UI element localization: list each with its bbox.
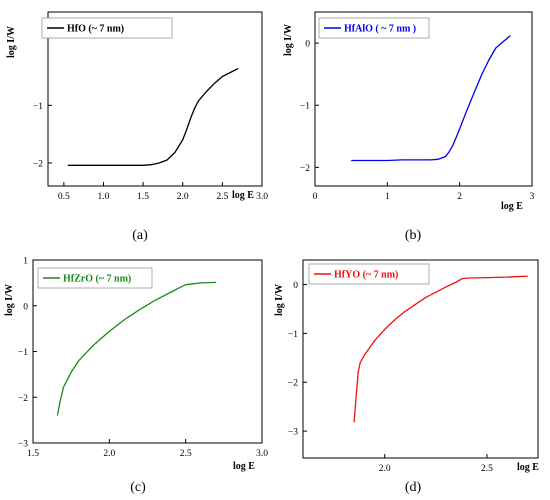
chart-panel-d: 2.0 2.5 0 −1 −2 −3 log E log I/W HfYO (~ 7 nm) (d… (274, 259, 539, 495)
x-tick-label: 0.5 (58, 192, 70, 202)
y-tick-label: 1 (23, 257, 28, 267)
y-axis-label: log I/W (283, 24, 294, 56)
x-axis-label: log E (517, 462, 539, 473)
series-line (67, 67, 239, 166)
legend-label: HfAlO ( ~ 7 nm ) (344, 24, 416, 35)
x-tick-label: 2.5 (180, 449, 192, 459)
y-tick-label: 0 (23, 302, 28, 312)
y-axis-label: log I/W (6, 26, 17, 58)
y-axis-label: log I/W (274, 284, 285, 316)
legend-label: HfZrO (~ 7 nm) (63, 274, 131, 285)
x-axis-label: log E (501, 201, 523, 212)
y-tick-label: 0 (293, 281, 298, 291)
x-tick-label: 3 (530, 192, 535, 202)
x-tick-label: 1.5 (137, 192, 149, 202)
y-tick-label: −2 (33, 159, 43, 169)
x-tick-label: 3.0 (256, 449, 268, 459)
plot-frame (314, 11, 533, 187)
legend-box (37, 267, 153, 289)
series-line (56, 281, 217, 416)
x-axis-label: log E (232, 190, 254, 201)
panel-caption: (a) (132, 228, 148, 243)
series-line (353, 275, 528, 423)
x-tick-label: 1.0 (98, 192, 110, 202)
x-tick-label: 2.5 (481, 464, 493, 474)
x-tick-label: 1 (385, 192, 390, 202)
legend-label: HfYO (~ 7 nm) (334, 270, 398, 281)
y-tick-label: −2 (300, 164, 310, 174)
x-tick-label: 2.0 (103, 449, 115, 459)
chart-panel-b: 0 1 2 3 0 −1 −2 log E log I/W HfAlO ( ~ 7 nm ) (b) (283, 11, 535, 243)
chart-panel-c: 1.5 2.0 2.5 3.0 1 0 −1 −2 −3 log E log I/W HfZrO (~… (4, 257, 268, 496)
y-tick-label: −1 (288, 330, 298, 340)
panel-caption: (b) (405, 228, 422, 243)
legend-label: HfO (~ 7 nm) (67, 24, 124, 35)
x-tick-label: 1.5 (27, 449, 39, 459)
panel-caption: (d) (405, 480, 422, 495)
x-tick-label: 2.0 (177, 192, 189, 202)
y-tick-label: −1 (300, 102, 310, 112)
y-tick-label: −3 (18, 440, 28, 450)
plot-frame (302, 259, 539, 459)
legend-box (308, 263, 430, 285)
panel-caption: (c) (130, 480, 146, 495)
plot-frame (47, 11, 263, 187)
y-tick-label: −2 (18, 394, 28, 404)
x-tick-label: 3.0 (256, 192, 268, 202)
x-tick-label: 2.0 (379, 464, 391, 474)
x-tick-label: 0 (313, 192, 318, 202)
legend-box (318, 17, 430, 39)
y-tick-label: −1 (33, 102, 43, 112)
x-tick-label: 2 (457, 192, 462, 202)
y-tick-label: −1 (18, 348, 28, 358)
chart-panel-a: 0.5 1.0 1.5 2.0 2.5 3.0 −2 −1 log E log I/W HfO (~… (6, 11, 268, 243)
y-tick-label: 0 (305, 40, 310, 50)
series-line (351, 35, 511, 162)
y-axis-label: log I/W (4, 284, 15, 316)
y-tick-label: −2 (288, 379, 298, 389)
x-tick-label: 2.5 (216, 192, 228, 202)
x-axis-label: log E (233, 461, 255, 472)
y-tick-label: −3 (288, 428, 298, 438)
legend-box (41, 17, 173, 39)
